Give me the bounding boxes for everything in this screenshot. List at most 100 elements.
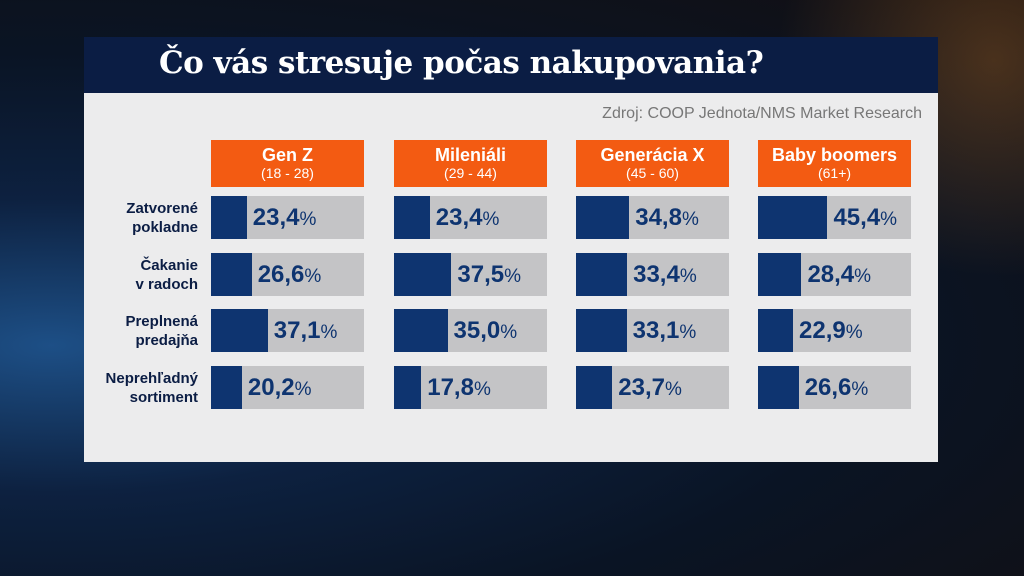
source-note: Zdroj: COOP Jednota/NMS Market Research: [602, 105, 922, 122]
value-label: 20,2%: [248, 374, 312, 402]
bar-fill: [394, 309, 448, 352]
bar-track: 23,7%: [576, 366, 729, 409]
bar-fill: [576, 366, 613, 409]
value-number: 26,6: [257, 261, 305, 288]
bar-track: 22,9%: [758, 309, 911, 352]
value-number: 17,8: [427, 374, 474, 401]
value-label: 26,6%: [805, 374, 869, 402]
bar-fill: [211, 253, 252, 296]
bar-track: 26,6%: [211, 253, 364, 296]
bar-fill: [211, 366, 242, 409]
bar-track: 20,2%: [211, 366, 364, 409]
row-label-line: sortiment: [129, 389, 198, 406]
bar-track: 23,4%: [211, 196, 364, 239]
value-number: 37,5: [457, 261, 505, 288]
value-label: 23,4%: [436, 204, 500, 232]
percent-sign: %: [681, 209, 699, 230]
bar-track: 23,4%: [394, 196, 547, 239]
percent-sign: %: [500, 322, 518, 343]
bar-track: 17,8%: [394, 366, 547, 409]
bar-track: 34,8%: [576, 196, 729, 239]
row-label: Čakanie v radoch: [84, 256, 198, 294]
chart-panel: Zdroj: COOP Jednota/NMS Market Research …: [84, 93, 938, 462]
row-label: Zatvorené pokladne: [84, 199, 198, 237]
bar-fill: [758, 253, 802, 296]
percent-sign: %: [504, 266, 521, 287]
percent-sign: %: [294, 379, 312, 400]
bar-fill: [394, 253, 452, 296]
percent-sign: %: [679, 266, 697, 287]
value-number: 26,6: [804, 374, 852, 401]
value-label: 22,9%: [799, 317, 863, 345]
value-number: 34,8: [635, 204, 682, 231]
percent-sign: %: [299, 209, 317, 230]
value-number: 23,7: [618, 374, 665, 401]
bar-fill: [394, 196, 430, 239]
value-label: 37,5%: [457, 261, 521, 289]
percent-sign: %: [664, 379, 682, 400]
value-label: 45,4%: [833, 204, 897, 232]
group-header: Generácia X (45 - 60): [576, 140, 729, 187]
percent-sign: %: [854, 266, 872, 287]
value-label: 37,1%: [274, 317, 338, 345]
value-number: 23,4: [252, 204, 300, 231]
value-label: 28,4%: [807, 261, 871, 289]
group-age-range: (29 - 44): [444, 165, 497, 181]
row-label: Preplnená predajňa: [84, 312, 198, 350]
row-label-line: Čakanie: [140, 257, 198, 274]
value-number: 23,4: [435, 204, 483, 231]
bar-fill: [758, 309, 794, 352]
value-label: 23,7%: [618, 374, 682, 402]
row-label-line: Zatvorené: [126, 200, 198, 217]
percent-sign: %: [845, 322, 863, 343]
value-label: 26,6%: [258, 261, 322, 289]
group-age-range: (61+): [817, 165, 852, 181]
group-age-range: (45 - 60): [626, 165, 679, 181]
value-number: 20,2: [247, 374, 295, 401]
bar-fill: [211, 196, 247, 239]
value-label: 33,4%: [633, 261, 697, 289]
title-bar: Čo vás stresuje počas nakupovania?: [84, 37, 938, 93]
value-number: 33,4: [633, 261, 680, 288]
percent-sign: %: [679, 322, 697, 343]
bar-fill: [576, 309, 627, 352]
percent-sign: %: [880, 209, 898, 230]
bar-track: 28,4%: [758, 253, 911, 296]
value-number: 22,9: [799, 317, 846, 344]
bar-track: 33,1%: [576, 309, 729, 352]
group-name: Baby boomers: [771, 145, 898, 165]
row-label: Neprehľadný sortiment: [84, 369, 198, 407]
group-name: Gen Z: [261, 145, 313, 165]
row-label-line: Preplnená: [125, 313, 198, 330]
percent-sign: %: [473, 379, 491, 400]
group-header: Baby boomers (61+): [758, 140, 911, 187]
value-label: 23,4%: [253, 204, 317, 232]
value-label: 33,1%: [633, 317, 697, 345]
bar-fill: [576, 196, 630, 239]
value-number: 37,1: [273, 317, 321, 344]
row-label-line: Neprehľadný: [105, 370, 198, 387]
group-header: Gen Z (18 - 28): [211, 140, 364, 187]
row-label-line: predajňa: [135, 332, 198, 349]
value-number: 28,4: [807, 261, 855, 288]
group-name: Generácia X: [600, 145, 705, 165]
value-label: 35,0%: [454, 317, 518, 345]
bar-fill: [211, 309, 268, 352]
value-label: 17,8%: [427, 374, 491, 402]
value-number: 33,1: [632, 317, 680, 344]
bar-track: 37,1%: [211, 309, 364, 352]
bar-fill: [576, 253, 628, 296]
chart-title: Čo vás stresuje počas nakupovania?: [159, 45, 764, 81]
bar-track: 35,0%: [394, 309, 547, 352]
bar-track: 45,4%: [758, 196, 911, 239]
value-label: 34,8%: [635, 204, 699, 232]
percent-sign: %: [320, 322, 338, 343]
percent-sign: %: [851, 379, 869, 400]
bar-fill: [758, 196, 828, 239]
bar-track: 37,5%: [394, 253, 547, 296]
bar-fill: [758, 366, 799, 409]
group-header: Mileniáli (29 - 44): [394, 140, 547, 187]
group-name: Mileniáli: [434, 145, 506, 165]
percent-sign: %: [482, 209, 500, 230]
row-label-line: pokladne: [132, 219, 198, 236]
